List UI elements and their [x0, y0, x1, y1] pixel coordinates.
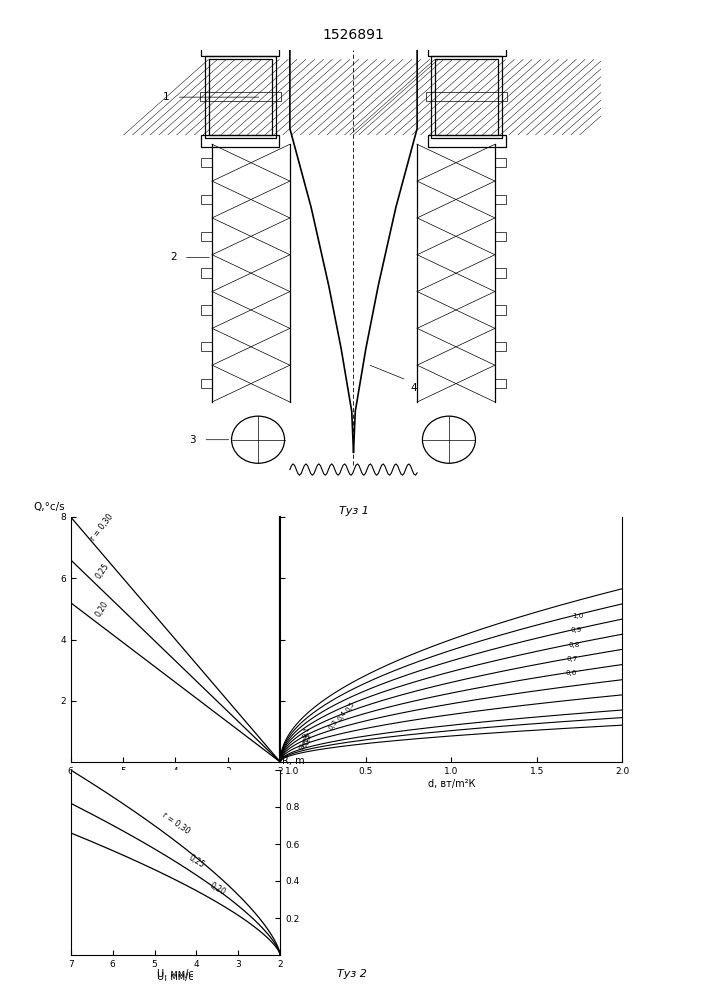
Bar: [495, 342, 506, 351]
Text: 3: 3: [189, 435, 197, 445]
Bar: [209, 59, 272, 135]
X-axis label: d, вт/m²К: d, вт/m²К: [428, 779, 475, 789]
Text: 0,5: 0,5: [345, 700, 356, 713]
Bar: [426, 92, 507, 101]
Bar: [495, 305, 506, 315]
Text: 0,20: 0,20: [94, 599, 110, 618]
Bar: [428, 135, 506, 147]
Text: 0,3: 0,3: [327, 718, 339, 731]
Text: 0,2: 0,2: [304, 733, 313, 745]
Text: U, мм/с: U, мм/с: [157, 969, 194, 979]
Bar: [201, 135, 279, 147]
Text: Bi=0,1: Bi=0,1: [299, 726, 311, 750]
Bar: [495, 379, 506, 388]
Bar: [205, 56, 276, 138]
Text: Τуз 1: Τуз 1: [339, 506, 368, 516]
X-axis label: U, мм/с: U, мм/с: [157, 779, 194, 789]
Text: 0,15: 0,15: [302, 731, 312, 748]
Bar: [495, 268, 506, 278]
Text: 1: 1: [163, 92, 170, 102]
Bar: [428, 44, 506, 56]
Text: 0,4: 0,4: [336, 710, 347, 722]
Bar: [201, 158, 212, 167]
Bar: [201, 195, 212, 204]
Bar: [201, 342, 212, 351]
Bar: [495, 232, 506, 241]
Text: Τуз 2: Τуз 2: [337, 969, 367, 979]
Text: 0,7: 0,7: [567, 656, 578, 662]
Text: 0,6: 0,6: [566, 670, 576, 676]
Text: Q,°c/s: Q,°c/s: [33, 502, 64, 512]
X-axis label: U, мм/с: U, мм/с: [157, 972, 194, 982]
Text: 0,25: 0,25: [93, 562, 111, 581]
Text: R, m: R, m: [282, 756, 305, 766]
Bar: [199, 92, 281, 101]
Text: 2: 2: [170, 252, 177, 262]
Text: 4: 4: [410, 383, 416, 393]
Text: 0,9: 0,9: [571, 627, 582, 633]
Bar: [201, 44, 279, 56]
Text: 0,20: 0,20: [208, 881, 227, 897]
Bar: [495, 158, 506, 167]
Bar: [201, 268, 212, 278]
Text: 1526891: 1526891: [322, 28, 385, 42]
Bar: [201, 232, 212, 241]
Text: 0,25: 0,25: [187, 853, 206, 870]
Bar: [201, 379, 212, 388]
Bar: [435, 59, 498, 135]
Text: r = 0,30: r = 0,30: [160, 810, 191, 836]
Text: 1,0: 1,0: [572, 613, 583, 619]
Bar: [495, 195, 506, 204]
Bar: [431, 56, 502, 138]
Text: r = 0,30: r = 0,30: [89, 513, 115, 543]
Bar: [201, 305, 212, 315]
Text: 0,8: 0,8: [568, 642, 580, 648]
